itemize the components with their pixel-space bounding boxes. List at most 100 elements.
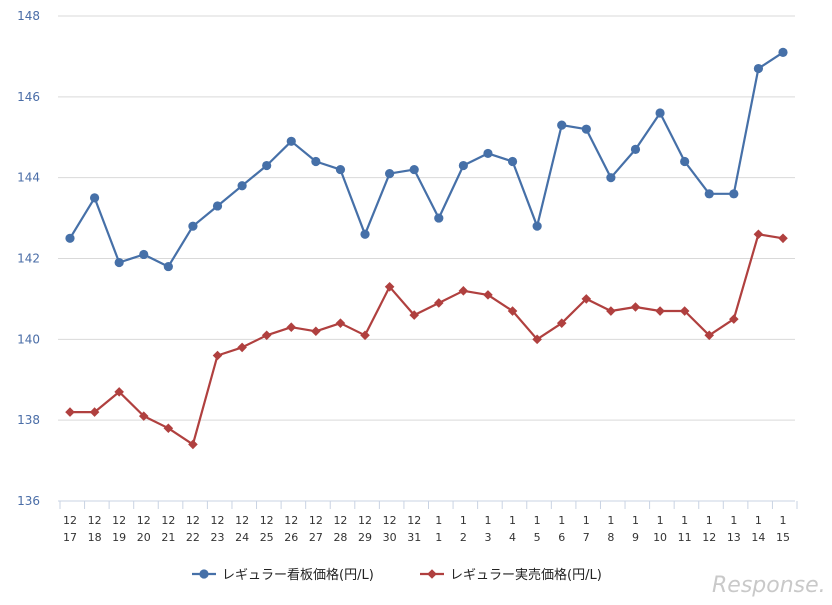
x-tick-label-month: 1 (681, 514, 688, 527)
x-tick-label-day: 25 (260, 531, 274, 544)
y-tick-label: 148 (17, 9, 40, 23)
series-layer (65, 47, 788, 450)
y-axis-ticks: 136 138 140 142 144 146 148 (17, 9, 40, 508)
data-point (89, 193, 100, 203)
x-tick-label-day: 12 (702, 531, 716, 544)
x-tick-label-month: 1 (484, 514, 491, 527)
y-tick-label: 144 (17, 171, 40, 185)
y-tick-label: 140 (17, 332, 40, 346)
data-point (65, 407, 75, 417)
data-point (655, 306, 665, 316)
x-tick-label-month: 12 (383, 514, 397, 527)
x-tick-label-month: 12 (358, 514, 372, 527)
data-point (286, 322, 297, 333)
data-point (65, 233, 75, 243)
x-tick-label-month: 1 (460, 514, 467, 527)
data-point (360, 330, 370, 341)
x-tick-label-day: 31 (407, 531, 421, 544)
data-point (753, 229, 764, 240)
data-point (188, 439, 198, 450)
x-tick-label-day: 23 (211, 531, 225, 544)
x-tick-label-day: 18 (88, 531, 102, 544)
y-tick-label: 146 (17, 90, 40, 104)
data-point (237, 181, 247, 191)
x-tick-label-day: 11 (678, 531, 692, 544)
x-tick-label-month: 12 (235, 514, 249, 527)
x-tick-label-month: 1 (534, 514, 541, 527)
data-point (384, 281, 395, 292)
data-point (532, 334, 542, 345)
x-tick-label-day: 27 (309, 531, 323, 544)
x-tick-label-month: 1 (755, 514, 762, 527)
data-point (532, 221, 542, 231)
data-point (114, 387, 124, 397)
data-point (679, 306, 690, 316)
data-point (286, 136, 296, 146)
data-point (483, 290, 493, 300)
x-tick-label-day: 30 (383, 531, 397, 544)
x-tick-label-month: 1 (706, 514, 713, 527)
data-point (655, 108, 665, 118)
data-point (163, 261, 173, 272)
data-point (139, 249, 149, 260)
x-tick-label-day: 9 (632, 531, 639, 544)
grid-lines (58, 15, 795, 502)
legend-swatch-marker (199, 569, 209, 579)
x-tick-label-month: 12 (333, 514, 347, 527)
y-tick-label: 142 (17, 252, 40, 266)
data-point (188, 221, 198, 231)
data-point (114, 257, 124, 268)
data-point (630, 302, 641, 312)
x-axis: 1217121812191220122112221223122412251226… (59, 501, 798, 544)
data-point (606, 306, 616, 316)
x-tick-label-day: 21 (161, 531, 175, 544)
data-point (89, 407, 100, 417)
data-point (138, 411, 149, 421)
data-point (729, 189, 739, 199)
data-point (581, 124, 591, 134)
watermark-logo: Response. (712, 573, 826, 598)
data-point (335, 318, 346, 328)
data-point (483, 148, 493, 159)
data-point (557, 120, 567, 130)
x-tick-label-day: 3 (484, 531, 491, 544)
x-tick-label-month: 12 (260, 514, 274, 527)
x-tick-label-month: 12 (63, 514, 77, 527)
x-tick-label-month: 1 (657, 514, 664, 527)
data-point (311, 326, 321, 337)
x-tick-label-day: 2 (460, 531, 467, 544)
data-point (458, 286, 469, 296)
x-tick-label-month: 12 (186, 514, 200, 527)
x-tick-label-day: 28 (333, 531, 347, 544)
series-1 (65, 47, 788, 272)
x-tick-label-month: 12 (309, 514, 323, 527)
x-tick-label-day: 1 (435, 531, 442, 544)
x-tick-label-month: 12 (407, 514, 421, 527)
data-point (729, 314, 739, 324)
x-tick-label-day: 29 (358, 531, 372, 544)
x-tick-label-month: 12 (88, 514, 102, 527)
x-tick-label-day: 7 (583, 531, 590, 544)
data-point (680, 156, 690, 167)
x-tick-label-month: 1 (607, 514, 614, 527)
x-tick-label-day: 15 (776, 531, 790, 544)
x-tick-label-day: 13 (727, 531, 741, 544)
data-point (704, 330, 715, 341)
x-tick-label-month: 1 (780, 514, 787, 527)
x-tick-label-day: 17 (63, 531, 77, 544)
x-tick-label-day: 8 (607, 531, 614, 544)
legend: レギュラー看板価格(円/L) レギュラー実売価格(円/L) (192, 567, 602, 583)
data-point (778, 233, 788, 244)
data-point (385, 169, 395, 179)
x-tick-label-day: 19 (112, 531, 126, 544)
x-tick-label-month: 1 (632, 514, 639, 527)
series-line (69, 51, 784, 268)
data-point (261, 330, 272, 341)
x-tick-label-month: 1 (730, 514, 737, 527)
x-tick-label-day: 20 (137, 531, 151, 544)
x-tick-label-day: 26 (284, 531, 298, 544)
data-point (704, 189, 714, 199)
legend-label: レギュラー実売価格(円/L) (450, 567, 602, 583)
x-tick-label-month: 1 (558, 514, 565, 527)
